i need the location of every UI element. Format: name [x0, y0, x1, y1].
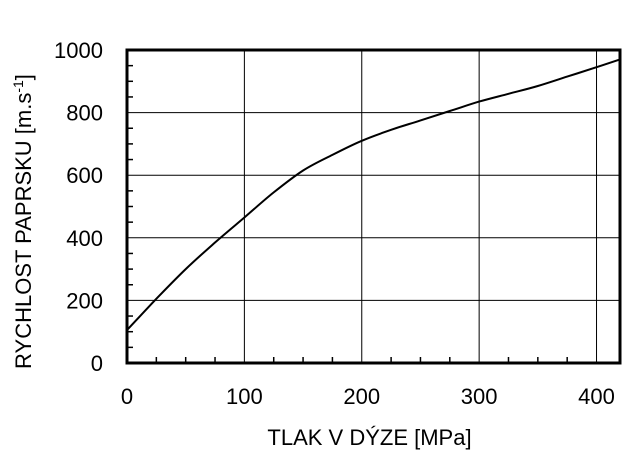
- y-axis-title-superscript: -1: [10, 80, 26, 93]
- y-tick-label: 200: [66, 288, 103, 313]
- y-tick-label: 800: [66, 101, 103, 126]
- y-tick-label: 600: [66, 163, 103, 188]
- x-tick-label: 200: [343, 384, 380, 409]
- y-tick-label: 400: [66, 226, 103, 251]
- y-axis-title: RYCHLOST PAPRSKU [m.s-1]: [10, 74, 36, 369]
- x-axis-title: TLAK V DÝZE [MPa]: [267, 425, 471, 450]
- y-axis-title-main: RYCHLOST PAPRSKU [m.s: [11, 93, 36, 369]
- minor-ticks: [127, 64, 568, 363]
- x-tick-label: 0: [121, 384, 133, 409]
- x-tick-label: 100: [226, 384, 263, 409]
- y-tick-label: 1000: [54, 38, 103, 63]
- x-tick-labels: 0 100 200 300 400: [121, 384, 615, 409]
- y-tick-labels: 0 200 400 600 800 1000: [54, 38, 103, 376]
- plot-frame: [125, 48, 622, 365]
- grid-lines: [127, 50, 620, 363]
- x-tick-label: 400: [578, 384, 615, 409]
- y-tick-label: 0: [91, 351, 103, 376]
- series-line: [126, 58, 621, 331]
- y-axis-title-tail: ]: [11, 74, 36, 80]
- x-tick-label: 300: [461, 384, 498, 409]
